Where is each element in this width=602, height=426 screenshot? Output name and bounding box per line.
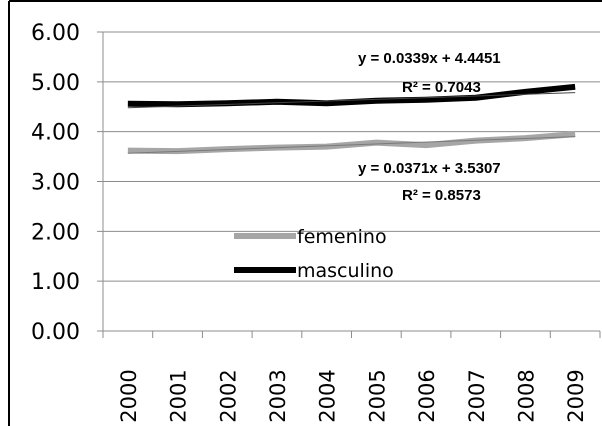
trend-r2-femenino: R² = 0.8573 (402, 187, 481, 204)
series-line-femenino (127, 131, 576, 155)
trend-r2-masculino: R² = 0.7043 (402, 79, 481, 96)
trendlines (127, 92, 576, 154)
y-tick-label: 2.00 (31, 220, 80, 245)
y-tick-label: 0.00 (31, 320, 80, 345)
trend-label-masculino: y = 0.0339x + 4.4451 R² = 0.7043 (358, 50, 501, 96)
series-line-masculino (127, 83, 576, 108)
legend-label-masculino: masculino (297, 260, 394, 282)
y-tick-label: 6.00 (31, 21, 80, 46)
trend-label-femenino: y = 0.0371x + 3.5307 R² = 0.8573 (358, 160, 501, 204)
trendline-femenino (127, 136, 576, 154)
x-axis-ticks: 2000 2001 2002 2003 2004 2005 2006 2007 2008 2009 (102, 331, 601, 423)
legend: femenino masculino (234, 226, 394, 282)
trendline-masculino (127, 92, 576, 109)
y-tick-label: 3.00 (31, 171, 80, 196)
x-tick-label: 2009 (564, 369, 588, 422)
trend-equation-femenino: y = 0.0371x + 3.5307 (358, 160, 501, 177)
trend-equation-masculino: y = 0.0339x + 4.4451 (358, 50, 501, 67)
x-tick-label: 2004 (316, 369, 340, 422)
y-tick-label: 5.00 (31, 71, 80, 96)
series-lines (127, 83, 576, 155)
y-tick-label: 4.00 (31, 121, 80, 146)
x-tick-label: 2000 (117, 369, 141, 422)
y-tick-label: 1.00 (31, 270, 80, 295)
x-tick-label: 2007 (465, 369, 489, 422)
x-tick-label: 2006 (415, 369, 439, 422)
x-tick-label: 2005 (365, 369, 389, 422)
gridlines (97, 31, 600, 332)
legend-label-femenino: femenino (297, 226, 387, 248)
y-axis-ticks: 0.00 1.00 2.00 3.00 4.00 5.00 6.00 (31, 21, 80, 345)
x-tick-label: 2008 (514, 369, 538, 422)
x-tick-label: 2001 (167, 369, 191, 422)
x-tick-label: 2002 (216, 369, 240, 422)
x-tick-label: 2003 (266, 369, 290, 422)
